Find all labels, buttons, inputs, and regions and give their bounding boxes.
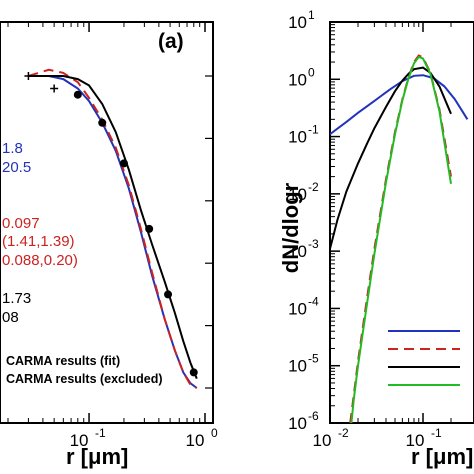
y-tick-label: 10 [288, 13, 307, 32]
panel-b-series-line-2 [330, 66, 452, 250]
y-tick-label: 10 [288, 128, 307, 147]
panel-a-legend-label: CARMA results (excluded) [6, 372, 163, 386]
panel-a-series [28, 68, 198, 389]
excluded-point [50, 84, 59, 93]
fit-point [145, 224, 154, 233]
x-tick-label-exponent: -2 [338, 426, 349, 440]
fit-point [164, 290, 173, 299]
panel-a-legend: CARMA results (fit) CARMA results (exclud… [6, 354, 163, 386]
panel-a-series-line-2 [28, 75, 198, 379]
y-tick-label-exponent: -4 [308, 294, 319, 308]
fit-point [189, 368, 198, 377]
panel-a-annotation: (1.41,1.39) [2, 233, 75, 250]
panel-b-x-tick-labels: 10 -2 10 -1 [313, 426, 442, 450]
fit-point [119, 159, 128, 168]
y-tick-label: 10 [288, 299, 307, 318]
panel-a-annotation: 0.088,0.20) [2, 252, 78, 269]
panel-a-annotation: 1.8 [2, 140, 23, 157]
y-tick-label: 10 [288, 414, 307, 433]
panel-a-label: (a) [158, 30, 184, 53]
y-tick-label-exponent: 1 [308, 8, 315, 22]
panel-a-frame [0, 21, 214, 424]
panel-a-annotations: 1.8 20.5 0.097(1.41,1.39) 0.088,0.20) 1.73 08 [2, 140, 78, 326]
y-tick-label: 10 [288, 70, 307, 89]
y-tick-label-exponent: -5 [308, 352, 319, 366]
y-tick-label: 10 [288, 357, 307, 376]
fit-point [73, 90, 82, 99]
y-tick-label-exponent: -6 [308, 409, 319, 423]
x-tick-label: 10 [186, 431, 205, 450]
panel-b-legend [388, 330, 460, 386]
x-tick-label-exponent: -1 [431, 426, 442, 440]
panel-a-annotation: 1.73 [2, 290, 31, 307]
panel-b-y-axis-title: dN/dlogr [278, 182, 303, 273]
fit-point [98, 118, 107, 127]
y-tick-label-exponent: -2 [308, 180, 319, 194]
panel-a-series-line-0 [28, 75, 198, 389]
panel-b-series-line-3 [350, 55, 452, 423]
y-tick-label-exponent: -1 [308, 123, 319, 137]
panel-a-points [24, 72, 198, 377]
panel-a-series-line-1 [28, 68, 198, 389]
x-tick-label-exponent: 0 [211, 426, 218, 440]
excluded-point [24, 72, 33, 80]
panel-a-legend-label: CARMA results (fit) [6, 354, 120, 368]
panel-a-x-tick-labels: 10 -1 10 0 [70, 426, 218, 450]
x-tick-label: 10 [406, 431, 425, 450]
panel-a-ticks [7, 22, 213, 423]
panel-b-ticks [329, 21, 452, 424]
x-tick-label: 10 [70, 431, 89, 450]
panel-a-annotation: 08 [2, 309, 19, 326]
panel-a: (a) 1.820.50.097(1.41,1.39)0.088,0.20)1.… [0, 21, 218, 469]
x-tick-label-exponent: -1 [95, 426, 106, 440]
y-tick-label-exponent: 0 [308, 65, 315, 79]
panel-b-x-axis-title: r [μm] [411, 444, 473, 469]
panel-a-annotation: 20.5 [2, 159, 31, 176]
panel-a-annotation: 0.097 [2, 215, 40, 232]
y-tick-label: 10 [288, 242, 307, 261]
x-tick-label: 10 [313, 431, 332, 450]
panel-a-x-axis-title: r [μm] [66, 444, 128, 469]
y-tick-label-exponent: -3 [308, 237, 319, 251]
y-tick-label: 10 [288, 185, 307, 204]
panel-b-series [330, 54, 469, 423]
